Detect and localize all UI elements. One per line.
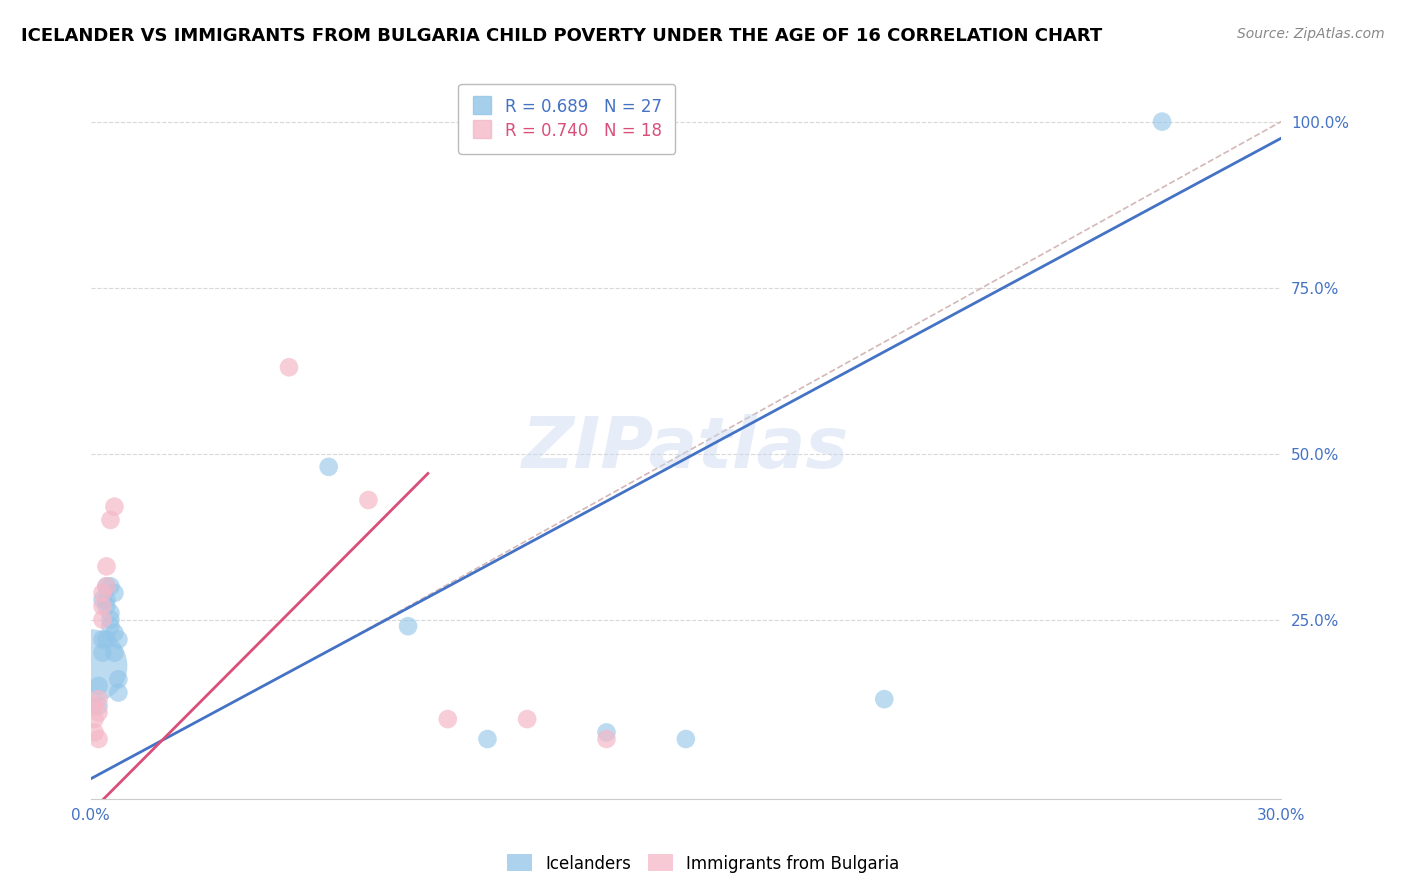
Point bbox=[87, 698, 110, 713]
Point bbox=[100, 619, 122, 633]
Point bbox=[91, 646, 114, 660]
Text: Source: ZipAtlas.com: Source: ZipAtlas.com bbox=[1237, 27, 1385, 41]
Point bbox=[103, 586, 125, 600]
Point bbox=[873, 692, 896, 706]
Point bbox=[87, 692, 110, 706]
Point bbox=[91, 586, 114, 600]
Point bbox=[96, 559, 118, 574]
Point bbox=[477, 731, 499, 746]
Point bbox=[516, 712, 538, 726]
Point bbox=[100, 579, 122, 593]
Point bbox=[357, 493, 380, 508]
Text: ZIPatlas: ZIPatlas bbox=[522, 414, 849, 483]
Point bbox=[100, 513, 122, 527]
Point bbox=[96, 632, 118, 647]
Point bbox=[91, 613, 114, 627]
Point bbox=[396, 619, 419, 633]
Point bbox=[107, 685, 129, 699]
Text: ICELANDER VS IMMIGRANTS FROM BULGARIA CHILD POVERTY UNDER THE AGE OF 16 CORRELAT: ICELANDER VS IMMIGRANTS FROM BULGARIA CH… bbox=[21, 27, 1102, 45]
Point bbox=[83, 698, 105, 713]
Point bbox=[278, 360, 301, 375]
Point bbox=[96, 599, 118, 614]
Point bbox=[87, 706, 110, 720]
Point bbox=[100, 606, 122, 620]
Point bbox=[107, 632, 129, 647]
Point bbox=[436, 712, 458, 726]
Point bbox=[91, 632, 114, 647]
Point bbox=[91, 599, 114, 614]
Point bbox=[79, 659, 101, 673]
Legend: Icelanders, Immigrants from Bulgaria: Icelanders, Immigrants from Bulgaria bbox=[501, 847, 905, 880]
Point bbox=[87, 679, 110, 693]
Point bbox=[91, 592, 114, 607]
Point bbox=[96, 579, 118, 593]
Point bbox=[83, 725, 105, 739]
Point bbox=[1150, 114, 1173, 128]
Point bbox=[96, 579, 118, 593]
Point bbox=[100, 613, 122, 627]
Point bbox=[103, 500, 125, 514]
Point bbox=[96, 592, 118, 607]
Point bbox=[595, 731, 617, 746]
Point bbox=[318, 459, 340, 474]
Legend: R = 0.689   N = 27, R = 0.740   N = 18: R = 0.689 N = 27, R = 0.740 N = 18 bbox=[458, 84, 675, 153]
Point bbox=[103, 646, 125, 660]
Point bbox=[595, 725, 617, 739]
Point bbox=[83, 712, 105, 726]
Point bbox=[103, 625, 125, 640]
Point bbox=[87, 731, 110, 746]
Point bbox=[675, 731, 697, 746]
Point bbox=[107, 673, 129, 687]
